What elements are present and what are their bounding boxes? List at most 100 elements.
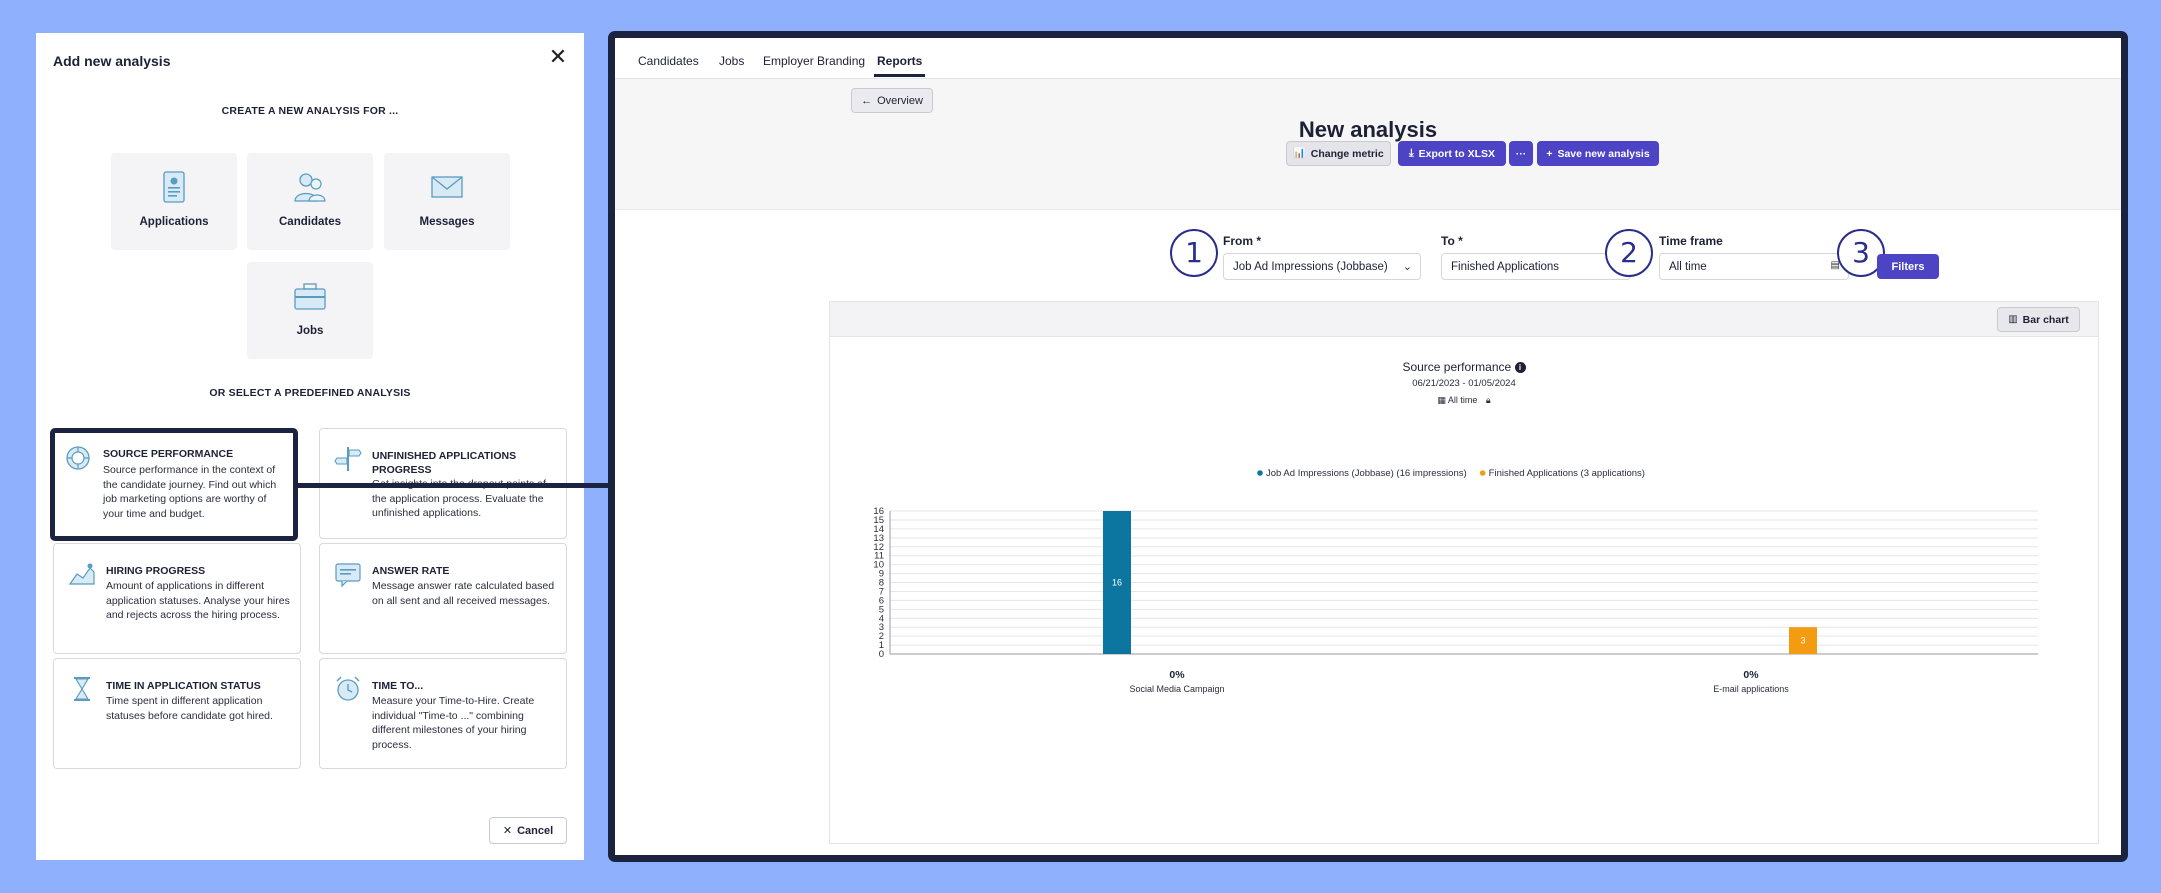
card-time-to[interactable]: TIME TO... Measure your Time-to-Hire. Cr… <box>319 658 567 769</box>
to-select[interactable]: Finished Applications <box>1441 253 1631 280</box>
arrow-left-icon: ← <box>861 94 873 107</box>
tile-candidates[interactable]: Candidates <box>247 153 373 250</box>
tab-candidates[interactable]: Candidates <box>638 54 699 68</box>
tab-jobs[interactable]: Jobs <box>719 54 745 68</box>
more-options-button[interactable]: ··· <box>1509 141 1533 166</box>
card-description: Message answer rate calculated based on … <box>372 580 555 607</box>
card-title: ANSWER RATE <box>372 565 450 577</box>
lock-icon: 🔒︎ <box>1485 395 1491 405</box>
calendar-icon: ▦ <box>1437 395 1446 405</box>
alarm-clock-icon <box>336 676 360 701</box>
jobs-icon <box>294 283 326 310</box>
bar-chart: Job Ad Impressions (Jobbase) (16 impress… <box>873 468 2038 694</box>
modal-title: Add new analysis <box>53 53 171 69</box>
y-tick-label: 9 <box>879 569 884 580</box>
card-description: Time spent in different application stat… <box>106 695 273 722</box>
info-icon[interactable]: i <box>1514 362 1526 373</box>
from-label: From * <box>1223 234 1262 248</box>
y-tick-label: 12 <box>873 542 884 553</box>
change-metric-label: Change metric <box>1310 147 1384 160</box>
y-tick-label: 4 <box>879 613 884 624</box>
card-description: Amount of applications in different appl… <box>106 580 290 621</box>
data-label: 16 <box>1112 578 1122 588</box>
card-answer-rate[interactable]: ANSWER RATE Message answer rate calculat… <box>319 543 567 654</box>
create-analysis-heading: CREATE A NEW ANALYSIS FOR ... <box>221 105 399 117</box>
card-title: TIME TO... <box>372 680 424 692</box>
applications-icon <box>163 171 185 203</box>
top-navigation: Candidates Jobs Employer Branding Report… <box>615 38 2121 79</box>
chart-title-text: Source performance <box>1402 360 1512 374</box>
card-title: UNFINISHED APPLICATIONS PROGRESS <box>372 450 517 476</box>
save-label: Save new analysis <box>1557 147 1650 160</box>
hourglass-icon <box>74 677 90 701</box>
bar-chart-icon: ▥ <box>2008 314 2018 325</box>
from-value: Job Ad Impressions (Jobbase) <box>1233 260 1388 273</box>
category-percent: 0% <box>1743 669 1759 681</box>
candidates-icon <box>294 173 326 202</box>
download-icon: ⤓ <box>1408 147 1414 159</box>
y-tick-label: 13 <box>873 533 884 544</box>
overview-button[interactable]: ← Overview <box>851 88 933 113</box>
callout-1: 1 <box>1170 229 1218 277</box>
y-tick-label: 3 <box>879 622 884 633</box>
tile-jobs[interactable]: Jobs <box>247 262 373 359</box>
x-tick-label: Social Media Campaign <box>1129 684 1224 694</box>
chart-title: Source performance i <box>830 360 2098 374</box>
y-tick-label: 0 <box>879 649 884 660</box>
card-time-in-status[interactable]: TIME IN APPLICATION STATUS Time spent in… <box>53 658 301 769</box>
filters-button[interactable]: Filters <box>1877 254 1939 279</box>
y-tick-label: 15 <box>873 515 884 526</box>
signpost-icon <box>334 447 362 471</box>
timeframe-select[interactable]: All time ▤ <box>1659 253 1849 280</box>
tab-reports[interactable]: Reports <box>873 54 926 77</box>
cancel-label: Cancel <box>517 824 554 837</box>
chart-date-range: 06/21/2023 - 01/05/2024 <box>1412 378 1516 389</box>
legend-marker <box>1479 470 1486 476</box>
chart-toolbar: ▥ Bar chart <box>830 302 2098 337</box>
page-title: New analysis <box>1298 117 1438 142</box>
tile-label-jobs: Jobs <box>296 325 324 337</box>
reports-window: Candidates Jobs Employer Branding Report… <box>608 31 2128 862</box>
tile-label-applications: Applications <box>139 216 209 228</box>
chart-time-frame: ▦ All time 🔒︎ <box>830 395 2098 406</box>
change-metric-button[interactable]: 📊 Change metric <box>1286 141 1391 166</box>
y-tick-label: 2 <box>879 631 884 642</box>
tile-applications[interactable]: Applications <box>111 153 237 250</box>
overview-label: Overview <box>877 94 923 107</box>
export-label: Export to XLSX <box>1418 147 1496 160</box>
to-value: Finished Applications <box>1451 260 1560 273</box>
data-label: 3 <box>1800 636 1805 646</box>
tile-label-candidates: Candidates <box>279 216 341 228</box>
card-description: Get insights into the dropout points of … <box>372 478 546 519</box>
timeframe-label: Time frame <box>1659 234 1723 248</box>
y-tick-label: 6 <box>879 595 884 606</box>
y-tick-label: 10 <box>873 560 884 571</box>
bar <box>1789 627 1817 654</box>
to-label: To * <box>1441 234 1463 248</box>
legend-label: Job Ad Impressions (Jobbase) (16 impress… <box>1266 468 1467 479</box>
messages-icon <box>431 176 463 198</box>
calendar-icon: ▤ <box>1830 260 1840 271</box>
card-description: Source performance in the context of the… <box>103 464 277 520</box>
predefined-analysis-heading: OR SELECT A PREDEFINED ANALYSIS <box>209 387 411 399</box>
answer-rate-icon <box>335 563 361 588</box>
from-select[interactable]: Job Ad Impressions (Jobbase) ⌄ <box>1223 253 1421 280</box>
export-xlsx-button[interactable]: ⤓ Export to XLSX <box>1398 141 1506 166</box>
callout-2: 2 <box>1605 229 1653 277</box>
y-tick-label: 1 <box>879 640 884 651</box>
tab-employer-branding[interactable]: Employer Branding <box>763 54 866 68</box>
y-tick-label: 5 <box>879 604 884 615</box>
plus-icon: + <box>1546 147 1553 160</box>
add-analysis-modal: Add new analysis ✕ CREATE A NEW ANALYSIS… <box>36 33 584 860</box>
save-analysis-button[interactable]: + Save new analysis <box>1537 141 1659 166</box>
cancel-button[interactable]: ✕ Cancel <box>489 817 567 844</box>
card-title: HIRING PROGRESS <box>106 565 206 577</box>
bar-chart-button[interactable]: ▥ Bar chart <box>1997 307 2080 332</box>
bar-chart-label: Bar chart <box>2022 313 2069 326</box>
tile-messages[interactable]: Messages <box>384 153 510 250</box>
bar <box>1103 511 1131 654</box>
card-hiring-progress[interactable]: HIRING PROGRESS Amount of applications i… <box>53 543 301 654</box>
card-source-performance[interactable]: SOURCE PERFORMANCE Source performance in… <box>50 428 298 541</box>
legend-marker <box>1257 470 1263 476</box>
close-icon[interactable]: ✕ <box>548 44 568 69</box>
